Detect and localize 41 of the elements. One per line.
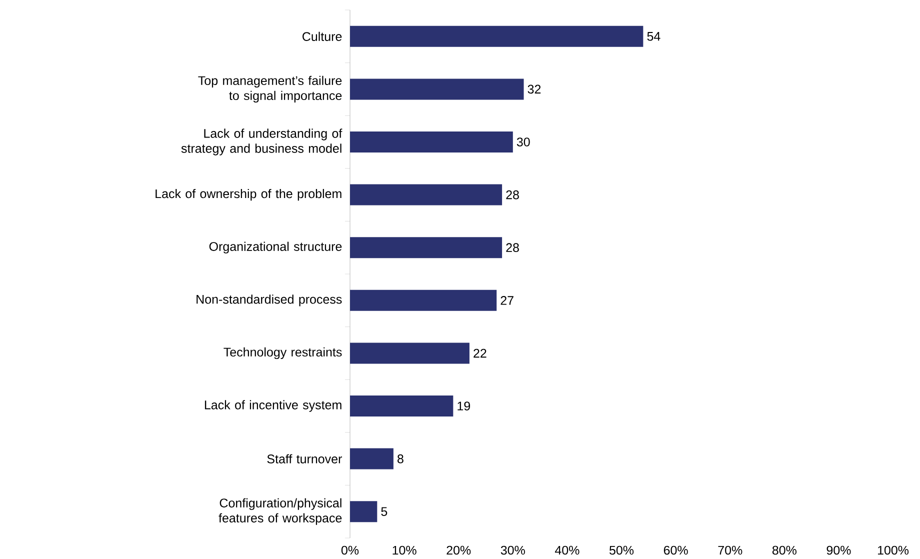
y-tick-label: Technology restraints bbox=[224, 347, 342, 360]
bar bbox=[350, 396, 454, 417]
x-tick-label: 20% bbox=[446, 546, 471, 555]
data-label: 28 bbox=[506, 190, 519, 200]
data-label: 28 bbox=[506, 243, 519, 252]
x-tick-label: 90% bbox=[826, 546, 851, 555]
data-label: 8 bbox=[398, 454, 404, 464]
x-tick-label: 100% bbox=[878, 546, 909, 555]
x-tick-label: 10% bbox=[392, 546, 416, 555]
y-tick-label: Organizational structure bbox=[209, 242, 342, 254]
x-tick-label: 30% bbox=[500, 546, 525, 555]
bar bbox=[350, 26, 644, 47]
y-tick-label: Non-standardised process bbox=[196, 294, 342, 306]
y-tick-label: Lack of understanding of strategy and business model bbox=[181, 128, 342, 156]
data-label: 32 bbox=[528, 84, 541, 94]
bar bbox=[350, 132, 513, 152]
y-tick-label: Lack of ownership of the problem bbox=[156, 188, 342, 201]
x-tick-label: 50% bbox=[610, 546, 634, 555]
y-tick-label: Staff turnover bbox=[267, 454, 342, 464]
bar bbox=[350, 78, 524, 100]
x-tick-label: 0% bbox=[341, 546, 359, 555]
x-tick-label: 80% bbox=[772, 546, 796, 555]
data-label: 19 bbox=[458, 402, 470, 410]
y-tick-label: Culture bbox=[302, 32, 342, 41]
x-tick-label: 40% bbox=[554, 546, 580, 555]
x-tick-label: 60% bbox=[664, 546, 688, 555]
data-label: 30 bbox=[516, 138, 530, 146]
bar bbox=[350, 184, 502, 206]
bar bbox=[350, 342, 470, 364]
data-label: 22 bbox=[474, 348, 486, 358]
bar bbox=[350, 501, 378, 522]
y-tick-label: Configuration/physical features of workspace bbox=[218, 498, 342, 525]
data-label: 27 bbox=[500, 296, 514, 305]
y-tick-label: Lack of incentive system bbox=[204, 400, 342, 412]
x-tick-label: 70% bbox=[718, 546, 742, 555]
y-tick-label: Top management’s failure to signal importance bbox=[198, 76, 342, 103]
data-label: 5 bbox=[381, 507, 388, 516]
bar bbox=[350, 290, 497, 311]
bar bbox=[350, 237, 502, 258]
data-label: 54 bbox=[647, 32, 660, 41]
bar bbox=[350, 448, 394, 470]
